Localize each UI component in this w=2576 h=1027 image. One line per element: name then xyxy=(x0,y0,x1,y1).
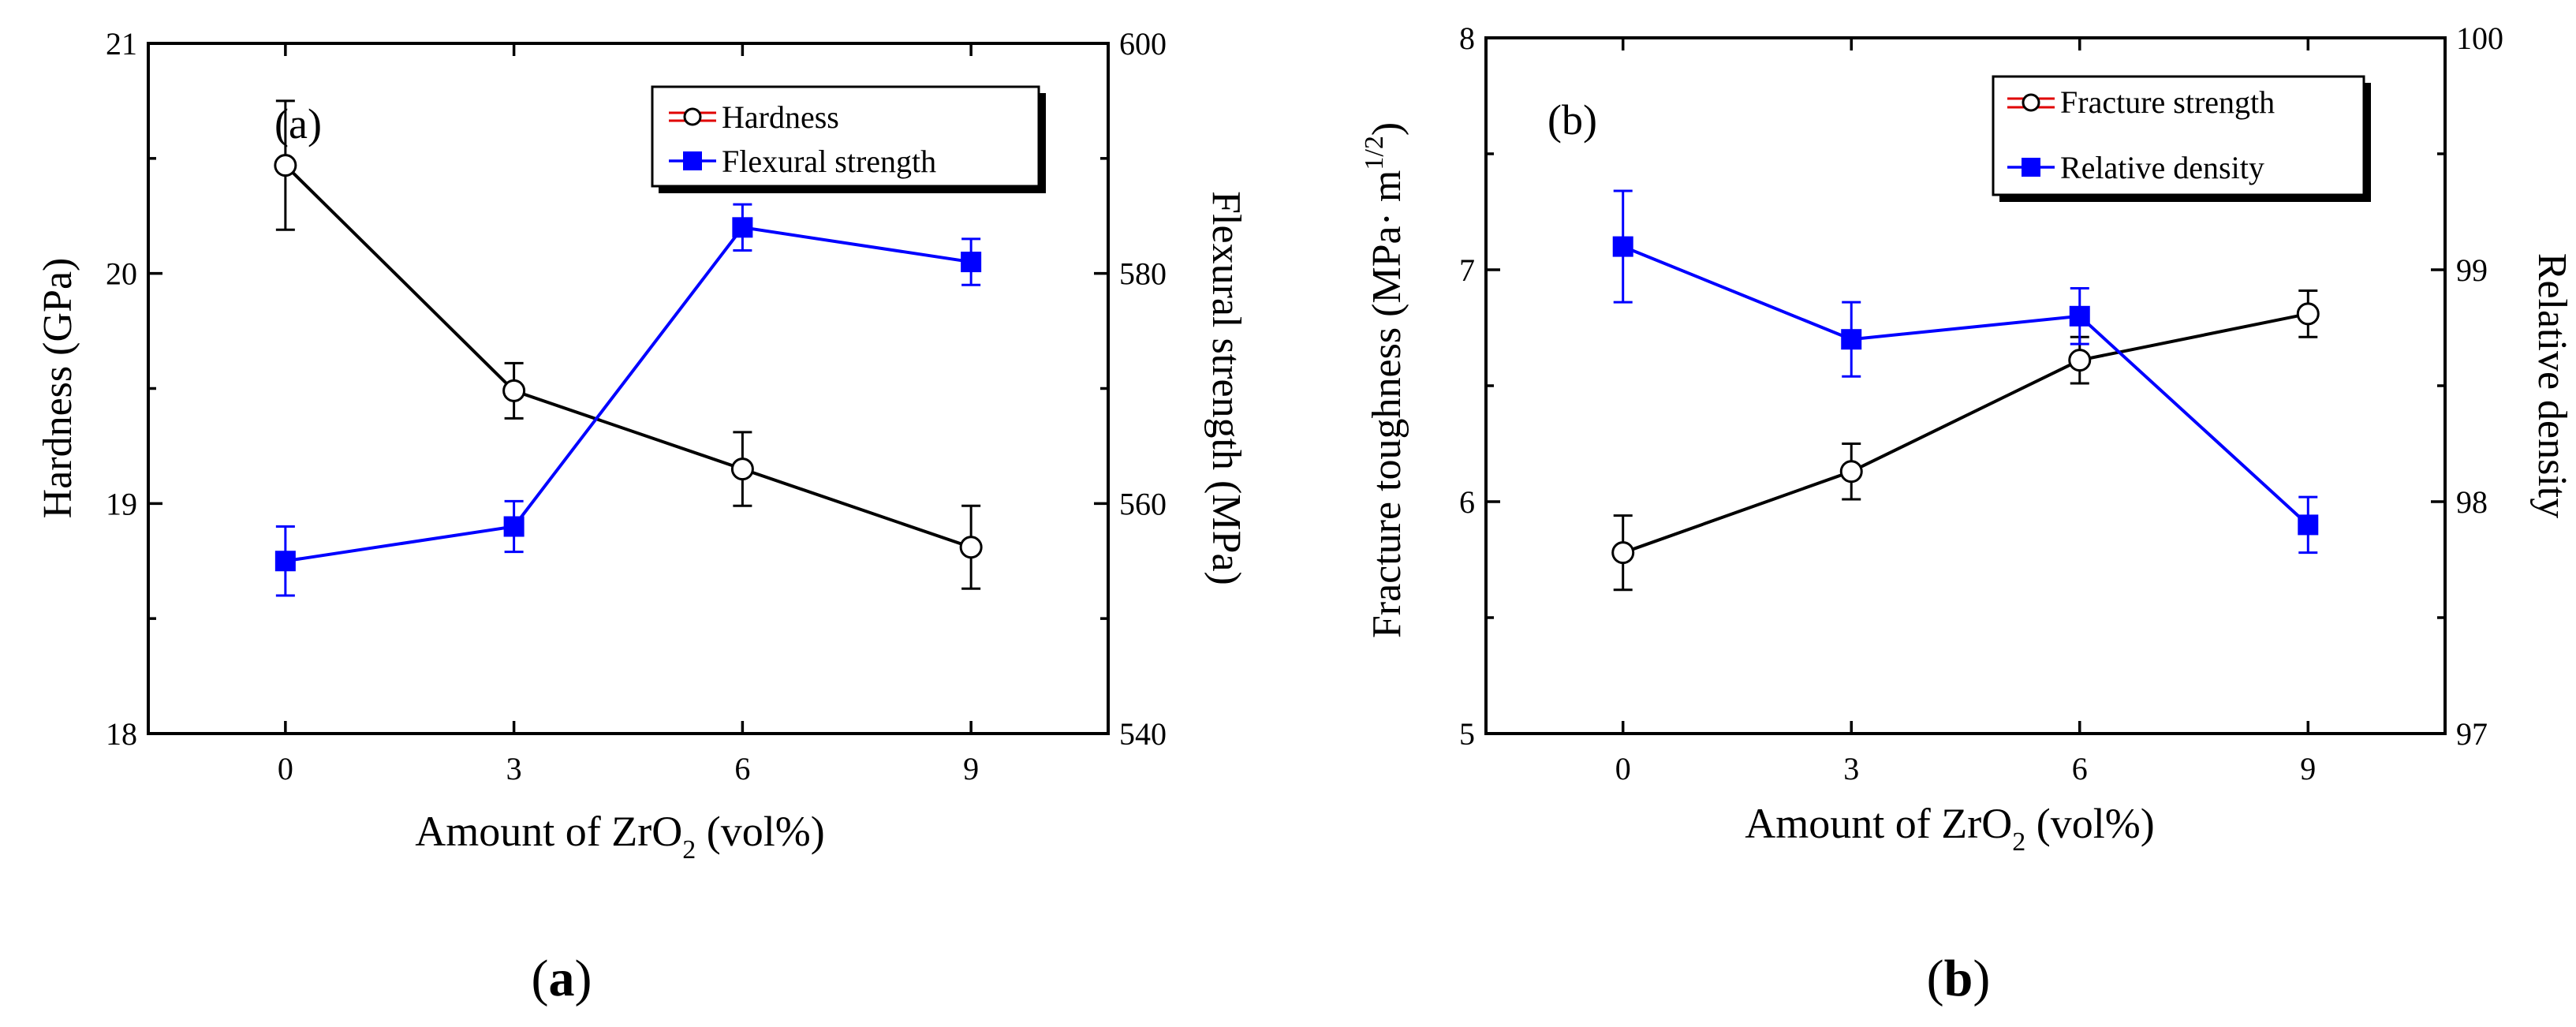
series-line-fracture-strength xyxy=(1622,312,2309,555)
x-tick-label-b-1: 3 xyxy=(1843,751,1859,786)
point-fracture-strength-1 xyxy=(1839,460,1863,484)
x-tick-label-b-3: 9 xyxy=(2300,751,2316,786)
legend-marker-hardness xyxy=(683,107,702,126)
point-fracture-strength-0 xyxy=(1611,541,1635,565)
y-tick-label-right-a-2: 580 xyxy=(1119,256,1167,292)
legend-label-flexural: Flexural strength xyxy=(722,144,936,179)
y-tick-label-left-a-2: 20 xyxy=(106,256,137,292)
caption-b: (b) xyxy=(1927,950,1991,1007)
y-axis-label-left-a: Hardness (GPa) xyxy=(35,258,80,519)
x-axis-label-a: Amount of ZrO2 (vol%) xyxy=(415,808,824,865)
legend-label-hardness: Hardness xyxy=(722,99,839,135)
x-tick-label-a-3: 9 xyxy=(963,751,979,786)
legend-marker-flexural xyxy=(683,151,702,170)
x-axis-label-b: Amount of ZrO2 (vol%) xyxy=(1745,800,2154,857)
point-fracture-strength-2 xyxy=(2068,349,2092,372)
ticks-b: 0 3 6 9 5 6 7 8 97 98 99 100 xyxy=(1459,21,2503,786)
point-fracture-strength-3 xyxy=(2296,302,2320,326)
point-flexural-strength-1 xyxy=(503,516,525,537)
series-line-hardness xyxy=(284,164,972,549)
point-relative-density-1 xyxy=(1841,329,1862,350)
legend-marker-density xyxy=(2022,158,2040,177)
series-line-relative-density xyxy=(1622,245,2309,526)
y-axis-label-right-b: Relative density xyxy=(2529,253,2574,518)
y-tick-label-left-b-2: 7 xyxy=(1459,252,1475,288)
y-tick-label-left-a-3: 21 xyxy=(106,26,137,62)
ticks-a: 0 3 6 9 18 19 20 21 540 560 580 600 xyxy=(106,26,1167,786)
series-line-flexural-strength xyxy=(285,226,972,563)
y-tick-label-left-b-3: 8 xyxy=(1459,21,1475,56)
y-axis-label-right-a: Flexural strength (MPa) xyxy=(1204,191,1249,585)
y-tick-label-left-a-1: 19 xyxy=(106,486,137,521)
point-hardness-0 xyxy=(274,154,297,177)
legend-box-a xyxy=(651,85,1040,188)
legend-label-fracture: Fracture strength xyxy=(2060,84,2275,120)
point-hardness-1 xyxy=(502,379,526,402)
y-tick-label-right-b-1: 98 xyxy=(2456,484,2488,520)
x-tick-label-b-2: 6 xyxy=(2072,751,2088,786)
x-tick-label-a-2: 6 xyxy=(734,751,750,786)
point-flexural-strength-2 xyxy=(732,217,753,238)
y-tick-label-right-b-3: 100 xyxy=(2456,21,2503,56)
legend-marker-fracture xyxy=(2022,93,2040,112)
y-tick-label-right-a-3: 600 xyxy=(1119,26,1167,62)
point-relative-density-2 xyxy=(2069,305,2090,327)
y-tick-label-right-a-0: 540 xyxy=(1119,716,1167,752)
point-relative-density-0 xyxy=(1612,236,1633,257)
point-hardness-3 xyxy=(959,536,983,559)
legend-shadow-right-a xyxy=(1039,93,1046,192)
panel-label-a: (a) xyxy=(274,100,322,148)
legend-b: Fracture strength Relative density xyxy=(1992,75,2371,202)
x-tick-label-a-0: 0 xyxy=(278,751,293,786)
panel-label-b: (b) xyxy=(1547,96,1597,144)
y-tick-label-left-a-0: 18 xyxy=(106,716,137,752)
y-tick-label-left-b-1: 6 xyxy=(1459,484,1475,520)
legend-shadow-right-b xyxy=(2364,83,2371,201)
y-tick-label-left-b-0: 5 xyxy=(1459,716,1475,752)
point-relative-density-3 xyxy=(2298,514,2319,536)
y-axis-label-left-b: Fracture toughness (MPa· m1/2) xyxy=(1360,122,1409,638)
x-tick-label-b-0: 0 xyxy=(1615,751,1631,786)
legend-shadow-bottom-a xyxy=(659,186,1046,193)
point-flexural-strength-3 xyxy=(961,252,982,273)
panel-b: 0 3 6 9 5 6 7 8 97 98 99 100 (b) Fracture strength … xyxy=(1360,21,2574,1007)
point-hardness-2 xyxy=(730,457,754,481)
caption-a: (a) xyxy=(532,950,592,1007)
x-tick-label-a-1: 3 xyxy=(506,751,522,786)
series-a xyxy=(274,99,983,597)
series-b xyxy=(1611,189,2320,592)
legend-a: Hardness Flexural strength xyxy=(651,85,1046,193)
legend-label-density: Relative density xyxy=(2060,150,2264,185)
point-flexural-strength-0 xyxy=(274,551,296,572)
legend-shadow-bottom-b xyxy=(1999,195,2371,202)
y-tick-label-right-b-2: 99 xyxy=(2456,252,2488,288)
panel-a: 0 3 6 9 18 19 20 21 540 560 580 600 (a) Hardness Fl… xyxy=(35,26,1249,1007)
y-tick-label-right-a-1: 560 xyxy=(1119,486,1167,521)
y-tick-label-right-b-0: 97 xyxy=(2456,716,2488,752)
